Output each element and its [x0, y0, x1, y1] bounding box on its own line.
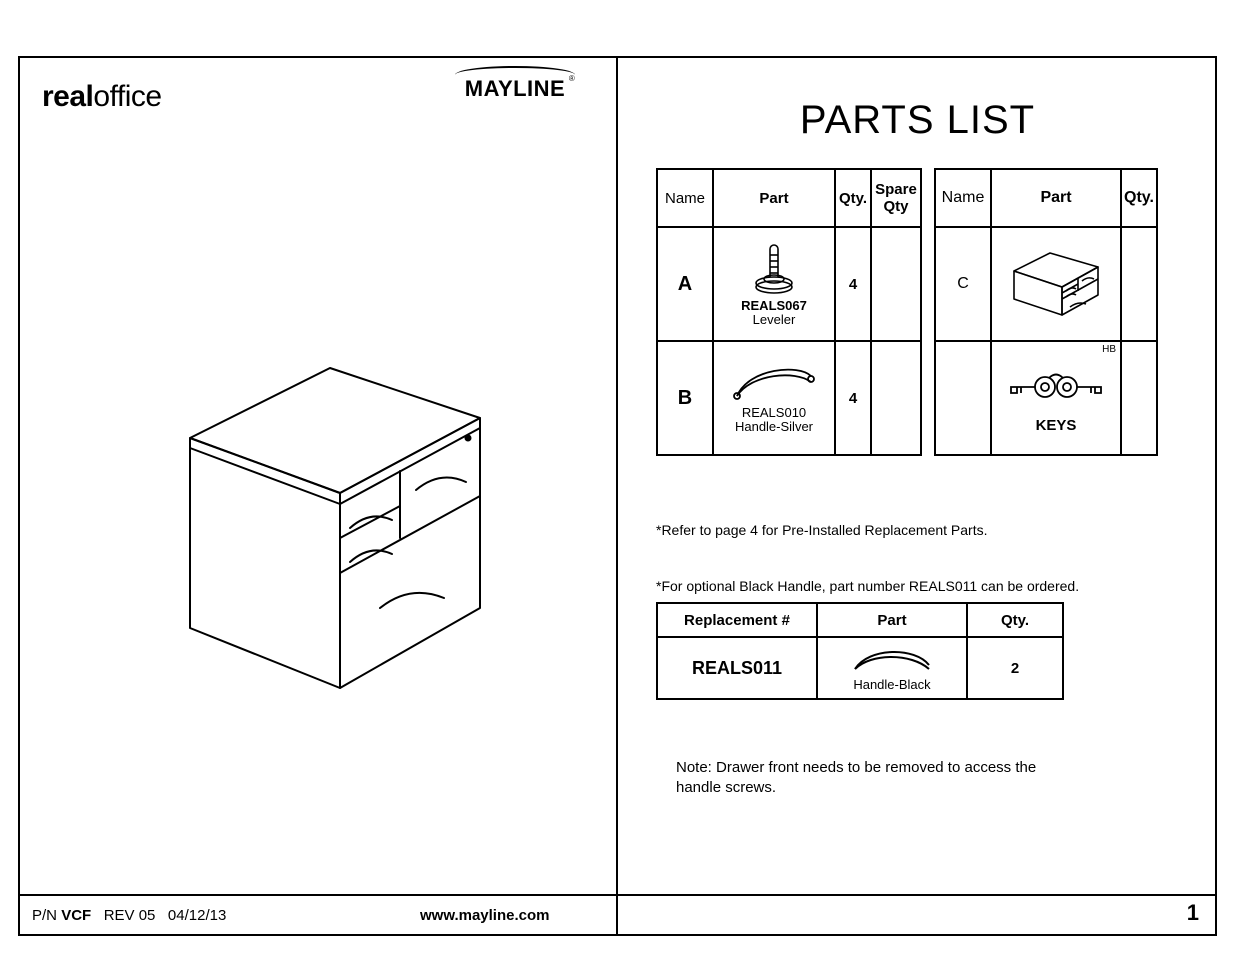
- cabinet-illustration: [160, 328, 500, 708]
- leveler-icon: [749, 241, 799, 297]
- t2-r0-letter: C: [935, 227, 991, 341]
- t1-h-qty: Qty.: [835, 169, 871, 227]
- hb-marker: HB: [1102, 344, 1116, 355]
- t1-r1-part: REALS010Handle-Silver: [713, 341, 835, 455]
- t3-h-part: Part: [817, 603, 967, 637]
- t1-r1-spare: [871, 341, 921, 455]
- t1-r1-desc: Handle-Silver: [735, 419, 813, 434]
- t3-h-qty: Qty.: [967, 603, 1063, 637]
- realoffice-logo: realoffice: [42, 80, 162, 114]
- page-number: 1: [1187, 900, 1199, 926]
- right-panel: PARTS LIST Name Part Qty. Spare Qty A: [616, 58, 1219, 934]
- t1-r0-spare: [871, 227, 921, 341]
- t1-r1-letter: B: [657, 341, 713, 455]
- note-optional: *For optional Black Handle, part number …: [656, 578, 1079, 594]
- note-reference: *Refer to page 4 for Pre-Installed Repla…: [656, 522, 988, 538]
- t1-h-part: Part: [713, 169, 835, 227]
- left-panel: realoffice MAYLINE: [20, 58, 616, 934]
- handle-silver-icon: [729, 362, 819, 404]
- keys-label: KEYS: [994, 417, 1118, 434]
- t2-r0-part: [991, 227, 1121, 341]
- document-page: realoffice MAYLINE: [18, 56, 1217, 936]
- t1-r0-part: REALS067Leveler: [713, 227, 835, 341]
- keys-icon: [1001, 363, 1111, 413]
- mayline-text: MAYLINE: [465, 76, 565, 102]
- handle-black-icon: [849, 645, 935, 675]
- t1-h-spare: Spare Qty: [871, 169, 921, 227]
- t3-code: REALS011: [657, 637, 817, 699]
- mayline-logo: MAYLINE: [440, 76, 590, 102]
- t2-r1-part: HB KEYS: [991, 341, 1121, 455]
- t2-r1-letter: [935, 341, 991, 455]
- t3-qty: 2: [967, 637, 1063, 699]
- parts-table-2: Name Part Qty. C: [934, 168, 1158, 456]
- page-title: PARTS LIST: [616, 98, 1219, 143]
- t1-r1-qty: 4: [835, 341, 871, 455]
- pn-value: VCF: [61, 907, 91, 924]
- t2-r0-qty: [1121, 227, 1157, 341]
- t3-desc: Handle-Black: [820, 677, 964, 692]
- t1-r1-qty-val: 4: [849, 390, 857, 407]
- parts-table-1: Name Part Qty. Spare Qty A: [656, 168, 922, 456]
- footer-left: P/N VCF REV 05 04/12/13: [32, 907, 226, 924]
- rev-value: REV 05: [104, 907, 156, 924]
- t3-qty-val: 2: [1011, 660, 1019, 677]
- t1-r0-code: REALS067: [741, 298, 807, 313]
- t1-r1-code: REALS010: [742, 405, 806, 420]
- replacement-table: Replacement # Part Qty. REALS011 Handle-…: [656, 602, 1064, 700]
- t1-r0-desc: Leveler: [753, 312, 796, 327]
- t1-r0-qty-val: 4: [849, 276, 857, 293]
- t3-part: Handle-Black: [817, 637, 967, 699]
- t1-r0-letter: A: [657, 227, 713, 341]
- t2-h-name: Name: [935, 169, 991, 227]
- t2-r1-qty: [1121, 341, 1157, 455]
- pn-label: P/N: [32, 907, 57, 924]
- note-drawer: Note: Drawer front needs to be removed t…: [676, 758, 1056, 797]
- t1-r0-qty: 4: [835, 227, 871, 341]
- cabinet-small-icon: [1006, 247, 1106, 321]
- t1-h-name: Name: [657, 169, 713, 227]
- t2-h-part: Part: [991, 169, 1121, 227]
- footer-url: www.mayline.com: [420, 907, 550, 924]
- page-footer: P/N VCF REV 05 04/12/13 www.mayline.com …: [20, 894, 1215, 934]
- date-value: 04/12/13: [168, 907, 226, 924]
- t3-h-rep: Replacement #: [657, 603, 817, 637]
- logo-light: office: [93, 80, 161, 113]
- logo-bold: real: [42, 80, 93, 113]
- t2-h-qty: Qty.: [1121, 169, 1157, 227]
